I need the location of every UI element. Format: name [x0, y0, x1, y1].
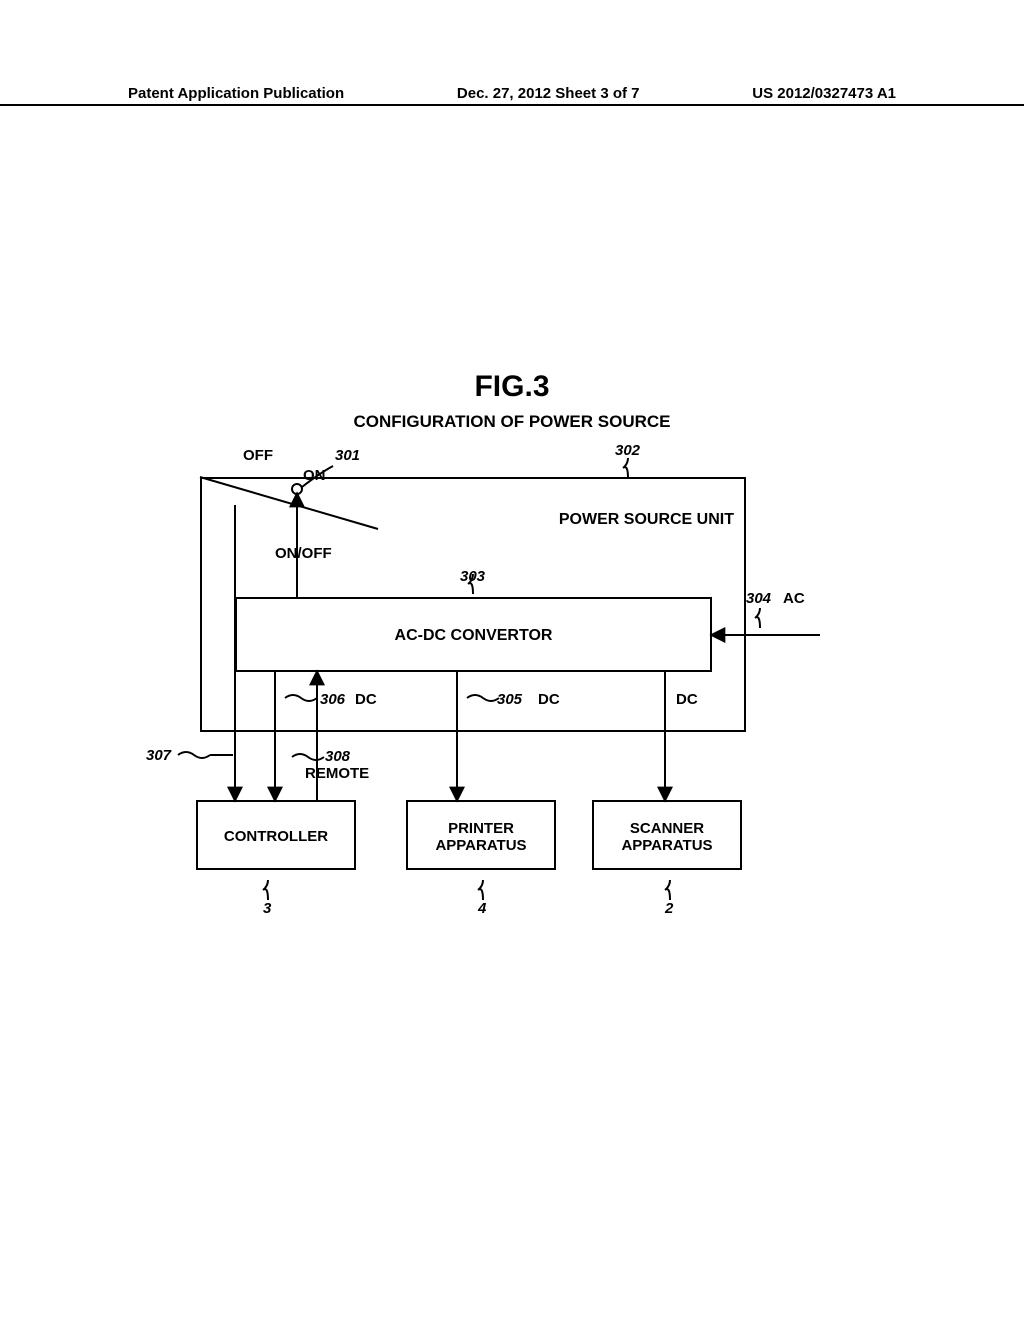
ref-printer: 4 [478, 900, 486, 917]
page-header: Patent Application Publication Dec. 27, … [0, 85, 1024, 106]
ref-308: 308 [325, 748, 350, 765]
page: Patent Application Publication Dec. 27, … [0, 0, 1024, 1320]
label-dc-306: DC [355, 691, 377, 708]
ref-304: 304 [746, 590, 771, 607]
ref-303: 303 [460, 568, 485, 585]
ref-302: 302 [615, 442, 640, 459]
diagram-area: POWER SOURCE UNIT AC-DC CONVERTOR CONTRO… [170, 450, 820, 930]
figure-subtitle: CONFIGURATION OF POWER SOURCE [0, 412, 1024, 432]
header-left: Patent Application Publication [128, 85, 344, 102]
label-onoff: ON/OFF [275, 545, 332, 562]
ref-305: 305 [497, 691, 522, 708]
label-dc-305: DC [538, 691, 560, 708]
header-right: US 2012/0327473 A1 [752, 85, 896, 102]
header-center: Dec. 27, 2012 Sheet 3 of 7 [457, 85, 640, 102]
label-remote: REMOTE [305, 765, 369, 782]
label-off: OFF [243, 447, 273, 464]
figure-title: FIG.3 [0, 370, 1024, 404]
label-ac: AC [783, 590, 805, 607]
page-header-inner: Patent Application Publication Dec. 27, … [0, 85, 1024, 102]
ref-controller: 3 [263, 900, 271, 917]
ref-scanner: 2 [665, 900, 673, 917]
ref-301: 301 [335, 447, 360, 464]
ref-306: 306 [320, 691, 345, 708]
ref-307: 307 [146, 747, 171, 764]
label-dc-right: DC [676, 691, 698, 708]
diagram-lines [170, 450, 820, 930]
label-on: ON [303, 467, 326, 484]
